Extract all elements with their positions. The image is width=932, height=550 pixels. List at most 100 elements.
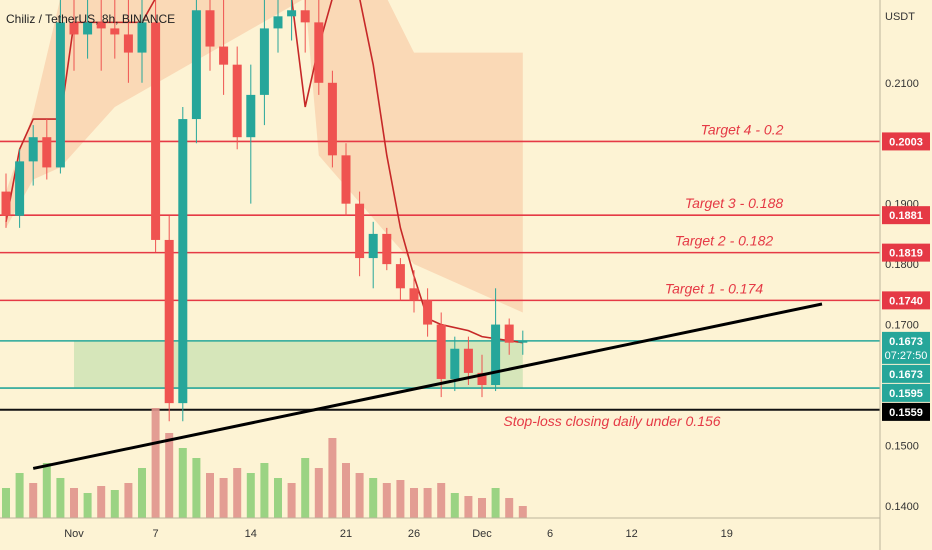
price-label-text: 0.1673 <box>889 336 923 348</box>
volume-bar <box>151 408 160 518</box>
candle <box>246 64 256 204</box>
candle <box>96 0 106 71</box>
x-tick-label: 14 <box>245 528 257 540</box>
candle-body <box>327 82 337 156</box>
stop-loss-annotation: Stop-loss closing daily under 0.156 <box>503 413 720 429</box>
candle-body <box>477 372 487 385</box>
candle <box>504 318 514 355</box>
candle <box>137 0 147 83</box>
candle <box>232 46 242 150</box>
price-label-target: 0.2003 <box>882 132 930 151</box>
candle <box>382 227 392 271</box>
x-tick-label: 7 <box>153 528 159 540</box>
target-annotation: Target 1 - 0.174 <box>665 280 764 296</box>
price-label-text: 0.1881 <box>889 210 923 222</box>
y-tick-label: 0.1700 <box>885 320 919 332</box>
x-tick-label: 26 <box>408 528 420 540</box>
candle <box>287 0 297 41</box>
candle-body <box>314 22 324 83</box>
price-label-text: 0.1673 <box>889 369 923 381</box>
volume-bar <box>423 488 432 518</box>
volume-bar <box>369 478 378 518</box>
volume-bar <box>124 483 133 518</box>
candle <box>205 0 215 71</box>
price-label-target: 0.1740 <box>882 291 930 310</box>
volume-bar <box>410 488 418 518</box>
candle <box>42 119 52 180</box>
volume-bar <box>15 473 24 518</box>
volume-bar <box>165 433 174 518</box>
candle <box>273 0 283 53</box>
volume-bar <box>70 488 78 518</box>
volume-bar <box>274 478 282 518</box>
candle-body <box>382 233 392 265</box>
candle-body <box>178 119 188 404</box>
candle-body <box>137 22 147 53</box>
candle <box>55 0 65 174</box>
candle-body <box>246 94 256 138</box>
volume-bar <box>206 473 214 518</box>
candle-body <box>368 233 378 259</box>
volume-bar <box>464 496 473 518</box>
candle-body <box>28 137 38 162</box>
y-tick-label: 0.1800 <box>885 259 919 271</box>
candle-body <box>151 22 161 240</box>
candle-body <box>55 22 65 168</box>
price-axis-bg <box>880 0 932 550</box>
price-label-zone: 0.1673 <box>882 364 930 383</box>
candle <box>110 0 120 59</box>
volume-bar <box>97 486 106 518</box>
price-label-text: 0.1559 <box>889 407 923 419</box>
candle <box>15 149 25 228</box>
candle-body <box>463 348 473 373</box>
candle-body <box>69 22 79 35</box>
price-label-zone: 0.1673 07:27:50 <box>882 331 930 364</box>
price-label-bg <box>882 364 930 383</box>
baseline-line <box>5 0 523 344</box>
candle <box>409 270 419 313</box>
candle-body <box>164 239 174 404</box>
volume-bar <box>382 483 391 518</box>
volume-bar <box>328 438 337 518</box>
price-label-text: 0.2003 <box>889 136 923 148</box>
candle-body <box>355 203 365 259</box>
volume-bar <box>287 483 296 518</box>
candle-body <box>518 340 528 343</box>
target-annotation: Target 2 - 0.182 <box>675 233 774 249</box>
volume-bar <box>260 463 269 518</box>
candle-body <box>191 10 201 120</box>
candle-body <box>123 34 133 53</box>
volume-bar <box>437 483 446 518</box>
candle-body <box>300 10 310 23</box>
candle-body <box>504 324 514 343</box>
candle <box>491 288 501 392</box>
candle <box>423 288 433 337</box>
x-tick-label: Nov <box>64 528 84 540</box>
candle-body <box>259 28 269 95</box>
candle <box>518 330 528 355</box>
price-label-target: 0.1881 <box>882 206 930 225</box>
candle <box>69 0 79 71</box>
volume-bar <box>2 488 10 518</box>
volume-bar <box>178 448 187 518</box>
y-tick-label: 0.2100 <box>885 78 919 90</box>
target-annotation: Target 4 - 0.2 <box>701 121 784 137</box>
candle-body <box>273 16 283 29</box>
candle-body <box>409 288 419 301</box>
y-tick-label: 0.1500 <box>885 440 919 452</box>
target-annotation: Target 3 - 0.188 <box>685 195 784 211</box>
volume-bar <box>233 468 242 518</box>
volume-bar <box>314 468 323 518</box>
volume-bar <box>355 473 364 518</box>
candle-body <box>232 64 242 138</box>
candle-body <box>491 324 501 385</box>
volume-bar <box>56 478 65 518</box>
volume-bar <box>505 498 514 518</box>
candle <box>259 0 269 126</box>
candle-body <box>1 191 11 216</box>
trendline <box>32 302 823 470</box>
x-tick-label: Dec <box>472 528 492 540</box>
x-tick-label: 6 <box>547 528 553 540</box>
